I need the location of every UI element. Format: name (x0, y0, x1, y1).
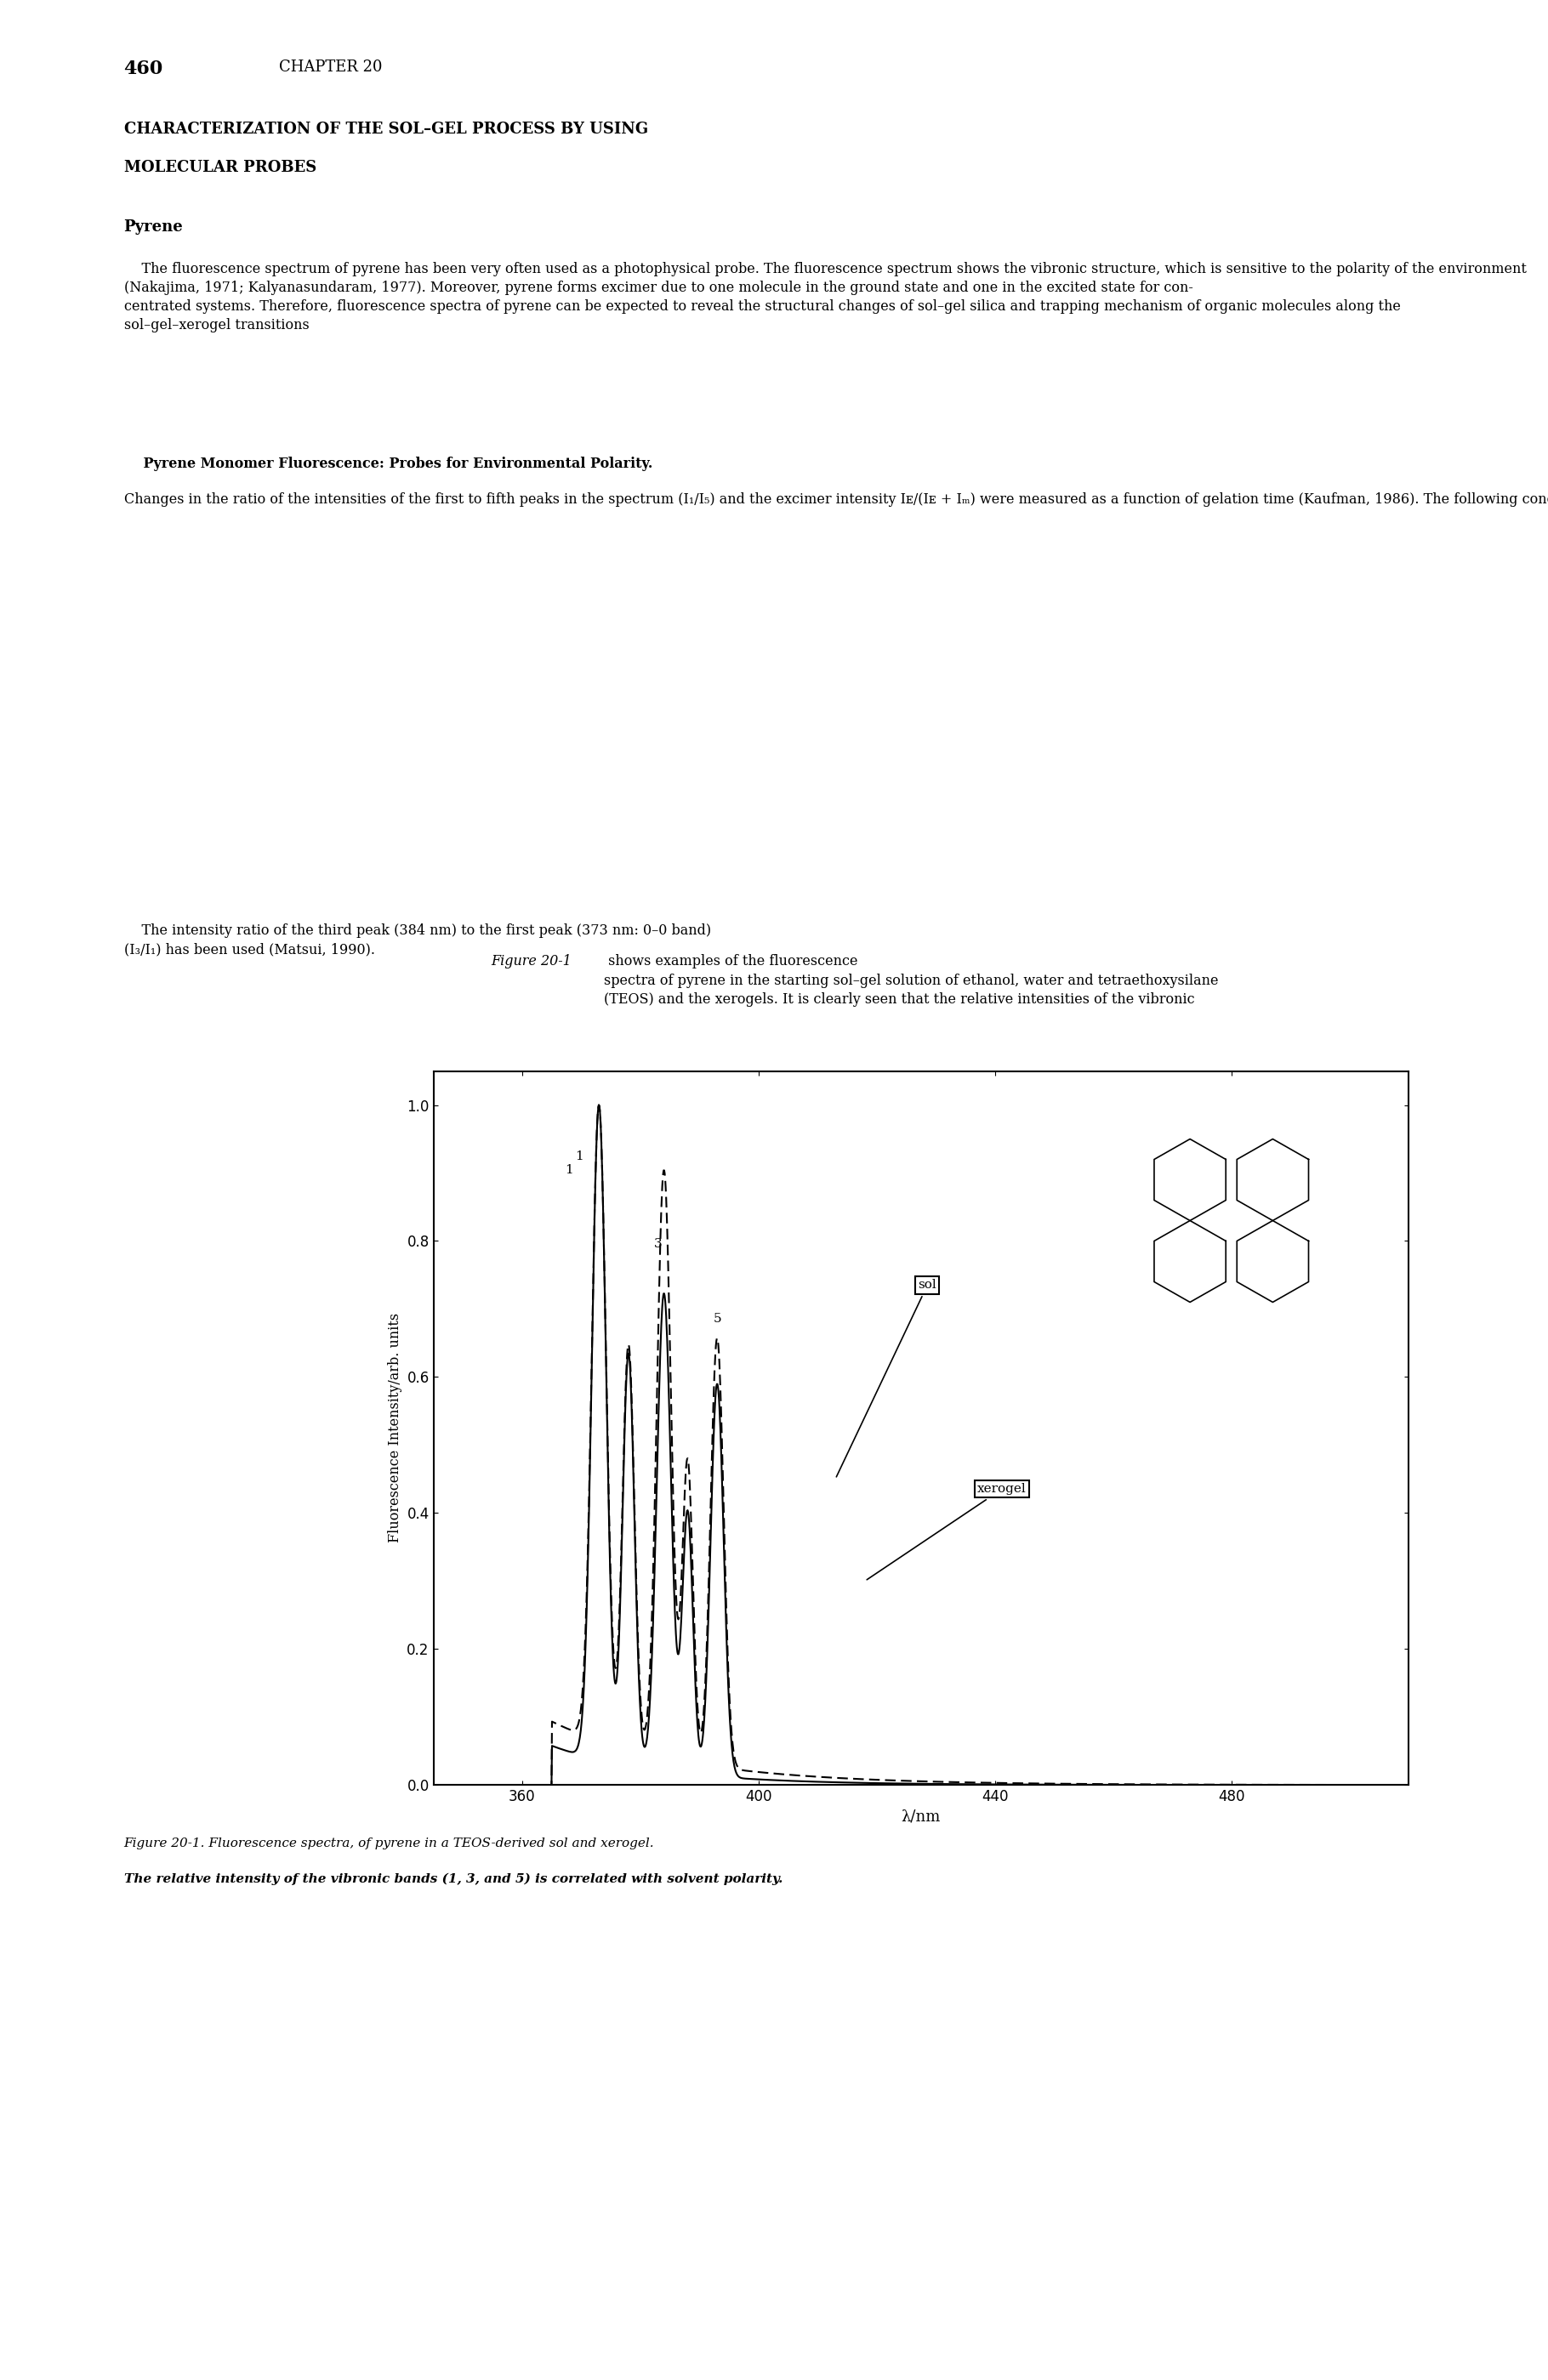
Text: The intensity ratio of the third peak (384 nm) to the first peak (373 nm: 0–0 ba: The intensity ratio of the third peak (3… (124, 923, 711, 957)
Text: 3: 3 (653, 1238, 663, 1250)
Text: 1: 1 (576, 1150, 584, 1161)
Text: MOLECULAR PROBES: MOLECULAR PROBES (124, 159, 316, 174)
X-axis label: λ/nm: λ/nm (901, 1809, 941, 1825)
Text: CHARACTERIZATION OF THE SOL–GEL PROCESS BY USING: CHARACTERIZATION OF THE SOL–GEL PROCESS … (124, 121, 649, 136)
Text: Figure 20-1: Figure 20-1 (491, 954, 571, 969)
Text: xerogel: xerogel (867, 1483, 1026, 1580)
Text: Figure 20-1. Fluorescence spectra, of pyrene in a TEOS-derived sol and xerogel.: Figure 20-1. Fluorescence spectra, of py… (124, 1837, 655, 1849)
Text: 460: 460 (124, 60, 163, 79)
Text: The relative intensity of the vibronic bands (1, 3, and 5) is correlated with so: The relative intensity of the vibronic b… (124, 1873, 782, 1885)
Text: CHAPTER 20: CHAPTER 20 (279, 60, 382, 74)
Text: 5: 5 (714, 1314, 721, 1326)
Y-axis label: Fluorescence Intensity/arb. units: Fluorescence Intensity/arb. units (387, 1314, 402, 1542)
Text: The fluorescence spectrum of pyrene has been very often used as a photophysical : The fluorescence spectrum of pyrene has … (124, 262, 1526, 333)
Text: sol: sol (836, 1278, 937, 1478)
Text: shows examples of the fluorescence
spectra of pyrene in the starting sol–gel sol: shows examples of the fluorescence spect… (604, 954, 1218, 1007)
Text: Pyrene: Pyrene (124, 219, 183, 233)
Text: Pyrene Monomer Fluorescence: Probes for Environmental Polarity.: Pyrene Monomer Fluorescence: Probes for … (124, 457, 652, 471)
Text: Changes in the ratio of the intensities of the first to fifth peaks in the spect: Changes in the ratio of the intensities … (124, 493, 1548, 507)
Text: 1: 1 (565, 1164, 573, 1176)
